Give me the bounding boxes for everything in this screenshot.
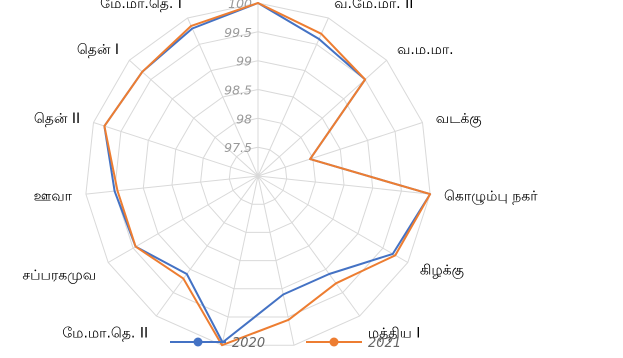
spoke-13 (129, 59, 259, 177)
legend: 2020 2021 (170, 336, 401, 351)
category-label-12: தென் II (34, 111, 80, 127)
spoke-10 (107, 175, 259, 263)
tick-label-4: 99.5 (224, 25, 252, 40)
spoke-1 (257, 17, 329, 177)
category-label-3: வடக்கு (436, 111, 482, 128)
spoke-4 (257, 175, 431, 195)
category-labels: வ.மே.மா. Iவ.மே.மா. IIவ.ம.மா.வடக்குகொழும்… (22, 0, 538, 358)
category-label-9: மே.மா.தெ. II (62, 325, 148, 341)
tick-label-1: 98 (236, 111, 252, 126)
spoke-7 (257, 175, 295, 346)
spoke-3 (257, 122, 423, 177)
grid-ring-5 (85, 2, 431, 346)
category-label-7: மத்திய II (297, 357, 354, 358)
spoke-12 (93, 122, 259, 177)
spoke-14 (187, 17, 259, 177)
category-label-2: வ.ம.மா. (397, 42, 454, 58)
grid-ring-4 (114, 31, 402, 318)
grid-ring-2 (171, 88, 345, 262)
spoke-5 (257, 175, 409, 263)
category-label-1: வ.மே.மா. II (334, 0, 413, 12)
tick-label-0: 97.5 (224, 140, 252, 155)
grid-ring-0 (228, 146, 288, 205)
category-label-6: மத்திய I (368, 325, 420, 341)
radar-grid (85, 2, 431, 346)
category-label-4: கொழும்பு நகர் (444, 189, 538, 206)
grid-ring-3 (142, 60, 374, 290)
tick-label-2: 98.5 (224, 83, 252, 98)
spoke-9 (155, 175, 259, 317)
grid-ring-1 (200, 117, 316, 233)
legend-marker-2021 (329, 337, 339, 347)
category-label-10: சப்பரகமுவ (22, 268, 96, 284)
spoke-8 (221, 175, 259, 346)
category-label-11: ஊவா (34, 189, 73, 205)
legend-label-2021: 2021 (368, 336, 401, 351)
radial-tick-labels: 97.5 98 98.5 99 99.5 100 (224, 0, 252, 155)
spoke-6 (257, 175, 361, 317)
tick-label-5: 100 (228, 0, 252, 11)
series-line-2021 (103, 2, 432, 347)
category-label-14: மே.மா.தெ. I (100, 0, 182, 12)
category-label-5: கிழக்கு (420, 263, 464, 280)
spoke-2 (257, 59, 387, 177)
radar-series (103, 2, 432, 347)
tick-label-3: 99 (236, 54, 252, 69)
legend-label-2020: 2020 (232, 336, 265, 351)
category-label-8: மே.மா.வ (157, 357, 219, 358)
category-label-13: தென் I (77, 42, 119, 58)
legend-marker-2020 (193, 337, 203, 347)
